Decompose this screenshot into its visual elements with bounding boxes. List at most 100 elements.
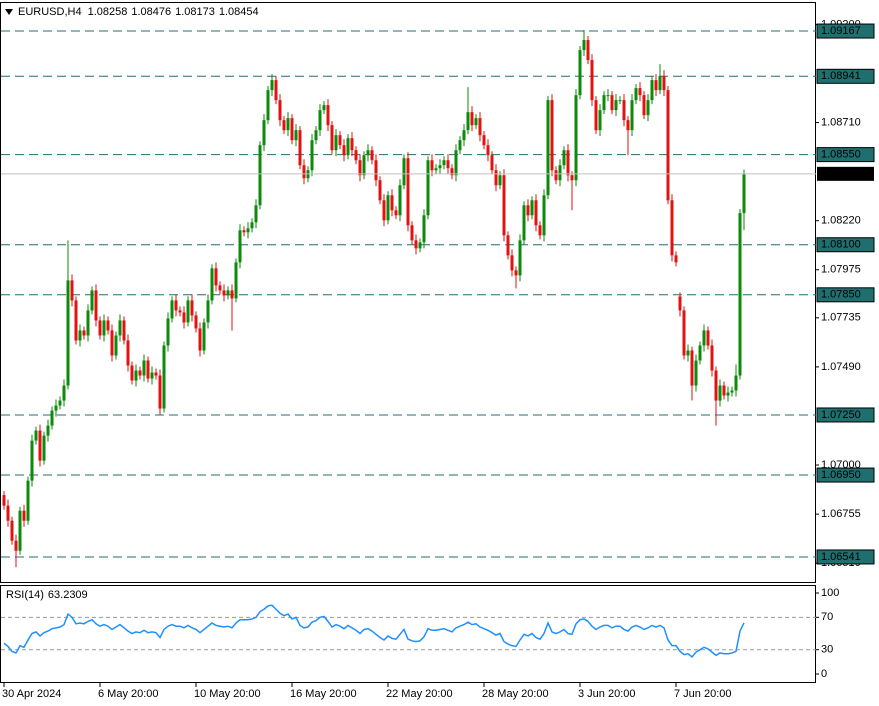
candle-body xyxy=(130,365,134,381)
candle-body xyxy=(670,200,674,256)
level-label: 1.09167 xyxy=(821,25,861,37)
candle-body xyxy=(258,145,262,206)
menu-arrow[interactable] xyxy=(5,9,13,15)
level-label: 1.07250 xyxy=(821,409,861,421)
candle-body xyxy=(410,225,414,241)
candle-body xyxy=(518,240,522,276)
y-tick-label: 1.08710 xyxy=(821,116,861,128)
rsi-tick-label: 30 xyxy=(821,644,833,656)
candle-body xyxy=(114,335,118,356)
candle-body xyxy=(730,390,734,393)
x-tick-label: 16 May 20:00 xyxy=(290,688,357,700)
candle-body xyxy=(638,88,642,96)
candle-body xyxy=(206,300,210,323)
last-high: 1.08476 xyxy=(131,6,171,18)
candle-body xyxy=(622,100,626,121)
candle-body xyxy=(442,160,446,166)
candle-body xyxy=(658,76,662,91)
candle-body xyxy=(546,100,550,196)
level-label-box xyxy=(816,407,875,423)
candle-body xyxy=(6,505,10,521)
candle-body xyxy=(590,60,594,101)
candle-body xyxy=(426,160,430,216)
candle-body xyxy=(158,375,162,409)
candle-body xyxy=(358,160,362,176)
level-label: 1.06541 xyxy=(821,551,861,563)
chart-header: EURUSD,H4 1.08258 1.08476 1.08173 1.08454 xyxy=(18,6,259,18)
candle-body xyxy=(678,296,682,311)
candle-body xyxy=(362,155,366,176)
candle-body xyxy=(354,150,358,161)
candle-body xyxy=(666,90,670,201)
x-tick-label: 28 May 20:00 xyxy=(482,688,549,700)
candle-body xyxy=(646,100,650,116)
candle-body xyxy=(90,290,94,311)
candle-body xyxy=(402,158,406,186)
candle-body xyxy=(534,200,538,226)
candle-body xyxy=(386,195,390,221)
candle-body xyxy=(242,230,246,233)
candle-body xyxy=(734,375,738,391)
last-open: 1.08258 xyxy=(88,6,128,18)
candle-body xyxy=(154,372,158,376)
level-label-box xyxy=(816,467,875,483)
candle-body xyxy=(126,340,130,366)
candle-body xyxy=(142,360,146,376)
level-label-box xyxy=(816,23,875,39)
candle-body xyxy=(174,300,178,311)
candle-body xyxy=(686,350,690,356)
candle-body xyxy=(478,118,482,136)
main-frame xyxy=(0,2,816,583)
candle-body xyxy=(394,210,398,216)
candle-body xyxy=(706,330,710,346)
candle-body xyxy=(398,185,402,216)
candle-body xyxy=(458,140,462,151)
candle-body xyxy=(322,105,326,111)
level-label: 1.08941 xyxy=(821,70,861,82)
candle-body xyxy=(230,290,234,299)
x-tick-label: 3 Jun 20:00 xyxy=(578,688,636,700)
candle-body xyxy=(134,370,138,381)
candle-body xyxy=(466,112,470,131)
candle-body xyxy=(46,425,50,436)
candle-body xyxy=(62,385,66,401)
candle-body xyxy=(334,135,338,151)
rsi-line xyxy=(3,604,745,659)
candle-body xyxy=(110,330,114,356)
rsi-tick-label: 70 xyxy=(821,611,833,623)
candle-body xyxy=(742,173,746,214)
candle-body xyxy=(74,300,78,341)
candle-body xyxy=(350,138,354,151)
candle-body xyxy=(682,310,686,356)
candle-body xyxy=(662,76,666,91)
candle-body xyxy=(498,175,502,186)
candle-body xyxy=(310,140,314,171)
candle-body xyxy=(178,310,182,313)
candle-body xyxy=(298,130,302,166)
candle-body xyxy=(474,118,478,126)
candle-body xyxy=(102,320,106,336)
candle-body xyxy=(438,165,442,169)
candle-body xyxy=(238,230,242,263)
candle-body xyxy=(34,430,38,441)
level-label-box xyxy=(816,549,875,565)
last-low: 1.08173 xyxy=(175,6,215,18)
candle-body xyxy=(634,88,638,101)
candle-body xyxy=(318,110,322,131)
candle-body xyxy=(186,300,190,323)
candle-body xyxy=(618,100,622,102)
candle-body xyxy=(454,150,458,176)
candle-body xyxy=(434,168,438,171)
candle-body xyxy=(122,320,126,341)
candle-body xyxy=(302,165,306,179)
candle-body xyxy=(86,310,90,336)
candle-body xyxy=(698,345,702,361)
candle-body xyxy=(70,280,74,301)
candle-body xyxy=(330,125,334,151)
candle-body xyxy=(702,330,706,346)
level-label: 1.08550 xyxy=(821,149,861,161)
candle-body xyxy=(234,262,238,299)
candle-body xyxy=(22,510,26,521)
y-tick-label: 1.07975 xyxy=(821,264,861,276)
